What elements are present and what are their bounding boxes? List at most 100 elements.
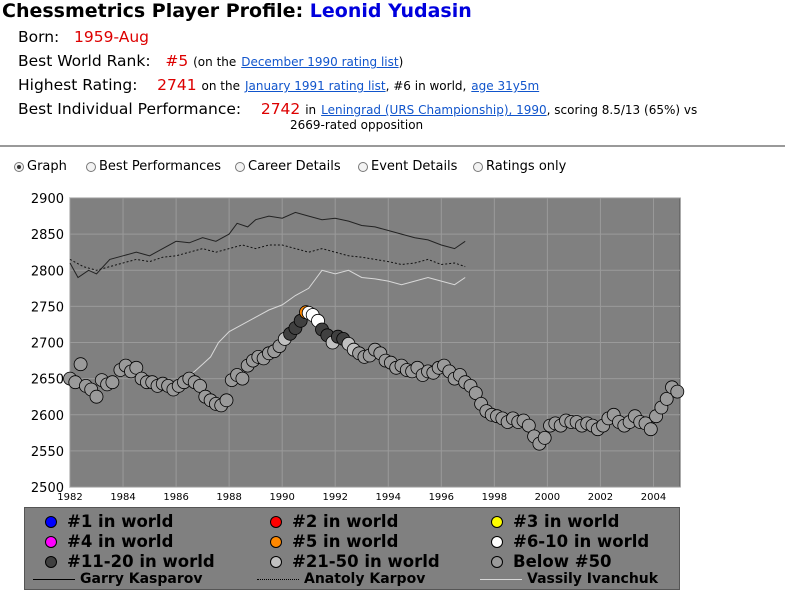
best-perf-post: , scoring 8.5/13 (65%) vs [546, 103, 698, 117]
highest-rating-label: Highest Rating: [18, 76, 138, 94]
legend-ivanchuk: Vassily Ivanchuk [480, 571, 658, 587]
best-rank-label: Best World Rank: [18, 52, 151, 70]
born-row: Born: 1959-Aug [18, 28, 149, 46]
tab-ratings-only[interactable]: Ratings only [473, 159, 566, 174]
highest-rating-list-link[interactable]: January 1991 rating list [244, 79, 386, 93]
best-perf-line2: 2669-rated opposition [290, 118, 424, 132]
radio-graph[interactable] [14, 161, 24, 172]
legend-dot-rank1 [45, 515, 57, 528]
legend-below50: Below #50 [491, 552, 612, 571]
legend-rank4: #4 in world [45, 532, 173, 551]
best-rank-post: ) [398, 55, 404, 69]
legend-label-rank5: #5 in world [292, 532, 399, 551]
legend-label-below50: Below #50 [513, 552, 612, 571]
divider [0, 145, 785, 147]
chart-legend: #1 in world #2 in world #3 in world #4 i… [24, 507, 680, 590]
legend-dot-below50 [491, 555, 503, 568]
y-tick-label: 2600 [31, 409, 64, 424]
line-ivanchuk [183, 269, 466, 380]
legend-label-rank2: #2 in world [292, 512, 399, 531]
x-tick-label: 1984 [110, 492, 135, 503]
legend-line-karpov [257, 578, 299, 580]
rating-points [63, 305, 685, 451]
radio-best-performances[interactable] [86, 161, 96, 172]
legend-label-rank3: #3 in world [513, 512, 620, 531]
x-tick-label: 2000 [535, 492, 560, 503]
radio-career-details[interactable] [235, 161, 245, 172]
highest-rating-value: 2741 [157, 76, 197, 94]
rating-point [105, 375, 120, 390]
legend-rank5: #5 in world [270, 532, 398, 551]
x-tick-label: 1990 [269, 492, 294, 503]
rating-point [73, 357, 88, 372]
highest-rating-pre: on the [201, 79, 241, 93]
legend-dot-rank2 [270, 515, 282, 528]
radio-event-details[interactable] [358, 161, 368, 172]
x-axis-ticks: 1982 1984 1986 1988 1990 1992 1994 1996 1998 2000… [57, 492, 666, 503]
comparison-lines [69, 211, 466, 380]
legend-rank21-50: #21-50 in world [270, 552, 440, 571]
y-tick-label: 2550 [31, 445, 64, 460]
best-rank-row: Best World Rank: #5 (on the December 199… [18, 52, 403, 70]
legend-dot-rank11-20 [45, 555, 57, 568]
best-rank-list-link[interactable]: December 1990 rating list [241, 55, 399, 69]
y-tick-label: 2850 [31, 228, 64, 243]
y-axis-ticks: 2500 2550 2600 2650 2700 2750 2800 2850 2900 [31, 192, 64, 496]
highest-rating-row: Highest Rating: 2741 on the January 1991… [18, 76, 539, 94]
legend-label-kasparov: Garry Kasparov [80, 571, 203, 587]
best-perf-label: Best Individual Performance: [18, 100, 242, 118]
age-link[interactable]: age 31y5m [471, 79, 540, 93]
y-tick-label: 2900 [31, 192, 64, 207]
legend-dot-rank21-50 [270, 555, 282, 568]
tab-best-performances[interactable]: Best Performances [86, 159, 221, 174]
tab-graph-label: Graph [27, 159, 67, 174]
legend-dot-rank3 [491, 515, 503, 528]
player-name: Leonid Yudasin [309, 0, 472, 22]
best-rank-pre: (on the [193, 55, 237, 69]
x-tick-label: 1982 [57, 492, 82, 503]
best-rank-value: #5 [165, 52, 189, 70]
tab-event-details-label: Event Details [371, 159, 458, 174]
x-tick-label: 1994 [376, 492, 401, 503]
best-perf-event-link[interactable]: Leningrad (URS Championship), 1990 [321, 103, 547, 117]
radio-ratings-only[interactable] [473, 161, 483, 172]
x-tick-label: 1986 [163, 492, 188, 503]
legend-dot-rank4 [45, 535, 57, 548]
legend-dot-rank5 [270, 535, 282, 548]
legend-label-rank4: #4 in world [67, 532, 174, 551]
x-tick-label: 1992 [322, 492, 347, 503]
rating-point [219, 393, 234, 408]
y-tick-label: 2750 [31, 300, 64, 315]
legend-karpov: Anatoly Karpov [257, 571, 425, 587]
y-tick-label: 2650 [31, 373, 64, 388]
rating-point [89, 389, 104, 404]
legend-label-rank21-50: #21-50 in world [292, 552, 440, 571]
legend-label-karpov: Anatoly Karpov [304, 571, 426, 587]
rating-point [670, 384, 685, 399]
y-tick-label: 2700 [31, 337, 64, 352]
x-tick-label: 1988 [216, 492, 241, 503]
legend-rank11-20: #11-20 in world [45, 552, 215, 571]
tab-event-details[interactable]: Event Details [358, 159, 457, 174]
rating-point [235, 371, 250, 386]
line-kasparov [69, 211, 466, 279]
best-perf-value: 2742 [260, 100, 301, 118]
legend-label-rank6-10: #6-10 in world [513, 532, 650, 551]
x-tick-label: 2002 [588, 492, 613, 503]
tab-best-performances-label: Best Performances [99, 159, 222, 174]
tab-graph[interactable]: Graph [14, 159, 67, 174]
x-tick-label: 1998 [482, 492, 507, 503]
highest-rating-mid: , #6 in world, [385, 79, 467, 93]
tab-career-details-label: Career Details [248, 159, 341, 174]
page-title: Chessmetrics Player Profile: Leonid Yuda… [2, 0, 472, 22]
x-tick-label: 2004 [641, 492, 666, 503]
rating-point [643, 422, 658, 437]
legend-label-ivanchuk: Vassily Ivanchuk [527, 571, 659, 587]
y-tick-label: 2800 [31, 264, 64, 279]
tab-ratings-only-label: Ratings only [486, 159, 567, 174]
best-perf-pre: in [305, 103, 317, 117]
rating-point [537, 430, 552, 445]
title-prefix: Chessmetrics Player Profile: [2, 0, 304, 22]
legend-rank3: #3 in world [491, 512, 619, 531]
tab-career-details[interactable]: Career Details [235, 159, 341, 174]
